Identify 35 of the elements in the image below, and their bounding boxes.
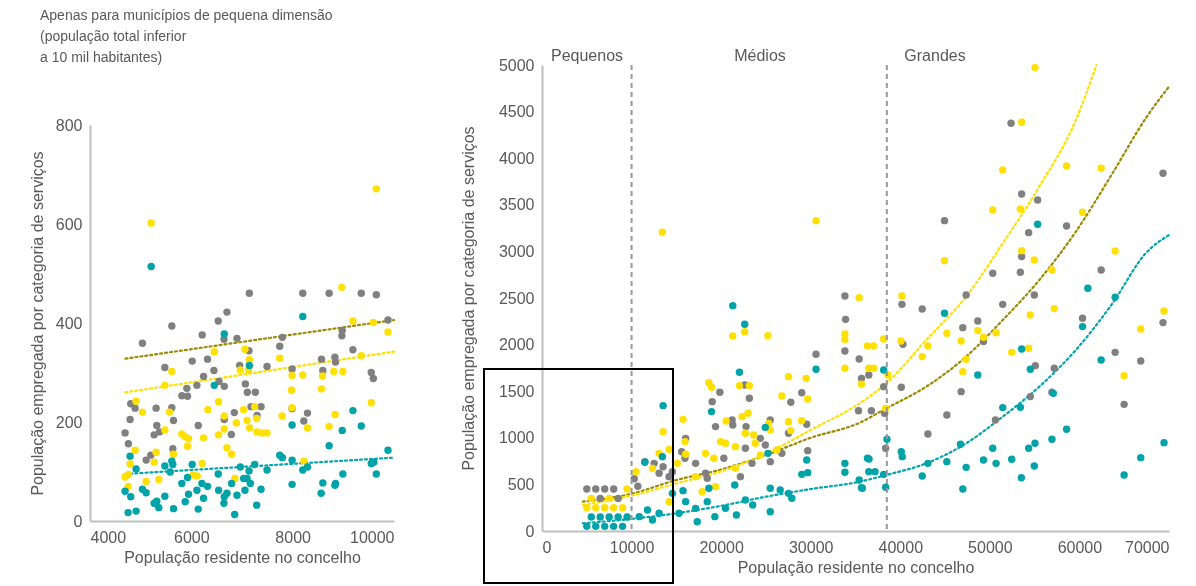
x-tick-label: 30000 xyxy=(788,538,834,556)
y-tick-label: 3500 xyxy=(498,196,535,214)
y-tick-label: 0 xyxy=(73,512,83,530)
y-tick-label: 2000 xyxy=(498,336,535,354)
y-tick-label: 500 xyxy=(507,475,535,493)
x-tick-label: 0 xyxy=(542,538,552,556)
y-tick-label: 2500 xyxy=(498,289,535,307)
y-axis-title: População empregada por categoria de serviços xyxy=(28,151,46,496)
x-tick-label: 8000 xyxy=(275,528,312,546)
x-tick-label: 10000 xyxy=(609,538,655,556)
x-axis-title: População residente no concelho xyxy=(124,548,361,566)
x-tick-label: 20000 xyxy=(699,538,744,556)
x-tick-label: 70000 xyxy=(1125,538,1170,556)
y-tick-label: 4500 xyxy=(498,103,535,121)
y-tick-label: 1500 xyxy=(498,382,535,400)
text: Médios xyxy=(734,47,786,64)
y-tick-label: 1000 xyxy=(498,429,535,447)
x-tick-label: 60000 xyxy=(1057,538,1103,556)
y-tick-label: 800 xyxy=(55,116,83,134)
y-tick-label: 400 xyxy=(55,314,83,332)
y-tick-label: 5000 xyxy=(498,56,535,74)
x-tick-label: 10000 xyxy=(350,528,395,546)
x-axis-title: População residente no concelho xyxy=(737,558,975,576)
x-tick-label: 6000 xyxy=(174,528,210,546)
y-axis-title: População empregada por categoria de serviços xyxy=(459,126,477,471)
y-tick-label: 200 xyxy=(55,413,83,431)
text: Grandes xyxy=(904,47,966,64)
y-tick-label: 3000 xyxy=(498,242,535,260)
y-tick-label: 600 xyxy=(55,215,83,233)
x-tick-label: 4000 xyxy=(90,528,127,546)
text: Pequenos xyxy=(550,47,624,64)
x-tick-label: 50000 xyxy=(968,538,1013,556)
x-tick-label: 40000 xyxy=(878,538,924,556)
y-tick-label: 4000 xyxy=(498,149,535,167)
chart-title: Apenas para municípios de pequena dimensão (população total inferior a 10 mil habitantes) xyxy=(40,7,333,65)
